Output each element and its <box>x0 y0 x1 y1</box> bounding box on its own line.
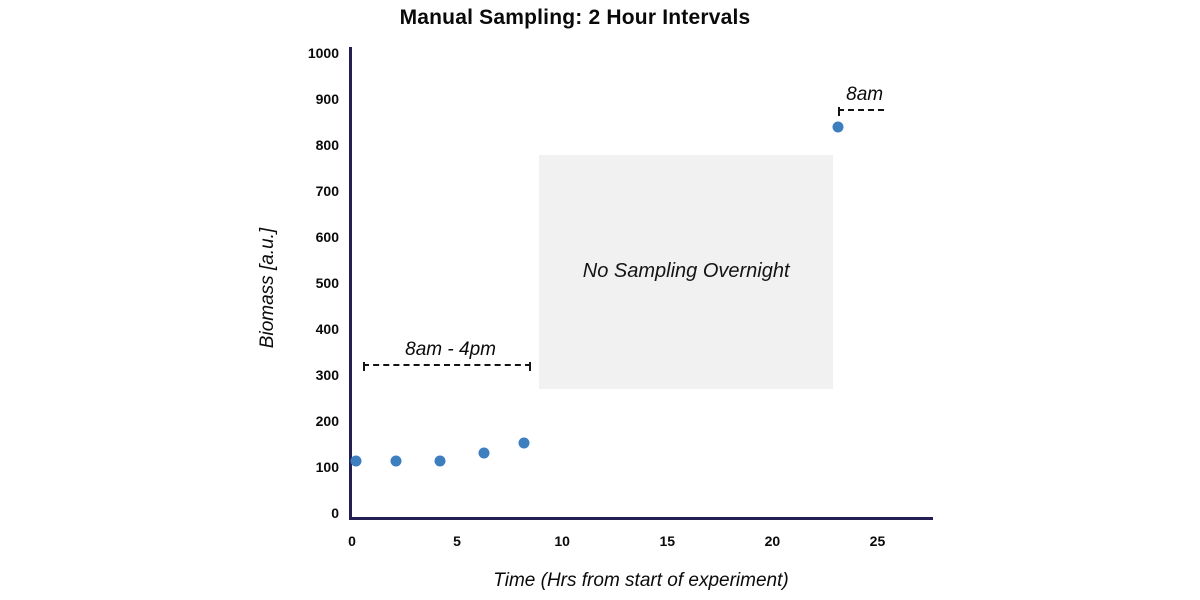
x-tick-label-0: 0 <box>348 533 356 549</box>
x-tick-label-15: 15 <box>659 533 676 549</box>
x-axis-title: Time (Hrs from start of experiment) <box>493 570 789 591</box>
bracket-label-0: 8am - 4pm <box>405 338 496 360</box>
bracket-tick-left-1 <box>837 107 840 117</box>
y-tick-label-700: 700 <box>315 183 339 199</box>
y-tick-label-200: 200 <box>315 413 339 429</box>
x-tick-label-20: 20 <box>764 533 781 549</box>
bracket-label-1: 8am <box>846 84 884 106</box>
data-point-1 <box>390 455 402 467</box>
y-tick-label-1000: 1000 <box>307 45 339 61</box>
bracket-tick-right-0 <box>528 361 531 371</box>
no-sampling-region: No Sampling Overnight <box>539 155 834 389</box>
x-tick-label-25: 25 <box>869 533 886 549</box>
data-point-0 <box>350 455 362 467</box>
y-tick-label-100: 100 <box>315 459 339 475</box>
y-tick-label-500: 500 <box>315 275 339 291</box>
plot-area <box>349 47 933 520</box>
data-point-3 <box>478 447 490 459</box>
y-tick-label-800: 800 <box>315 137 339 153</box>
data-point-4 <box>518 437 530 449</box>
no-sampling-region-label: No Sampling Overnight <box>582 260 790 283</box>
data-point-5 <box>832 121 844 133</box>
x-tick-label-10: 10 <box>554 533 570 549</box>
bracket-tick-left-0 <box>362 361 365 371</box>
y-tick-label-900: 900 <box>315 91 339 107</box>
y-tick-label-0: 0 <box>331 505 339 521</box>
x-tick-label-5: 5 <box>453 533 461 549</box>
bracket-line-0 <box>362 361 531 371</box>
y-tick-label-600: 600 <box>315 229 339 245</box>
data-point-2 <box>434 455 446 467</box>
y-tick-label-400: 400 <box>315 321 339 337</box>
y-axis-title-text: Biomass [a.u.] <box>257 227 278 349</box>
bracket-line-1 <box>837 107 884 117</box>
y-tick-label-300: 300 <box>315 367 339 383</box>
chart-title: Manual Sampling: 2 Hour Intervals <box>399 6 751 29</box>
